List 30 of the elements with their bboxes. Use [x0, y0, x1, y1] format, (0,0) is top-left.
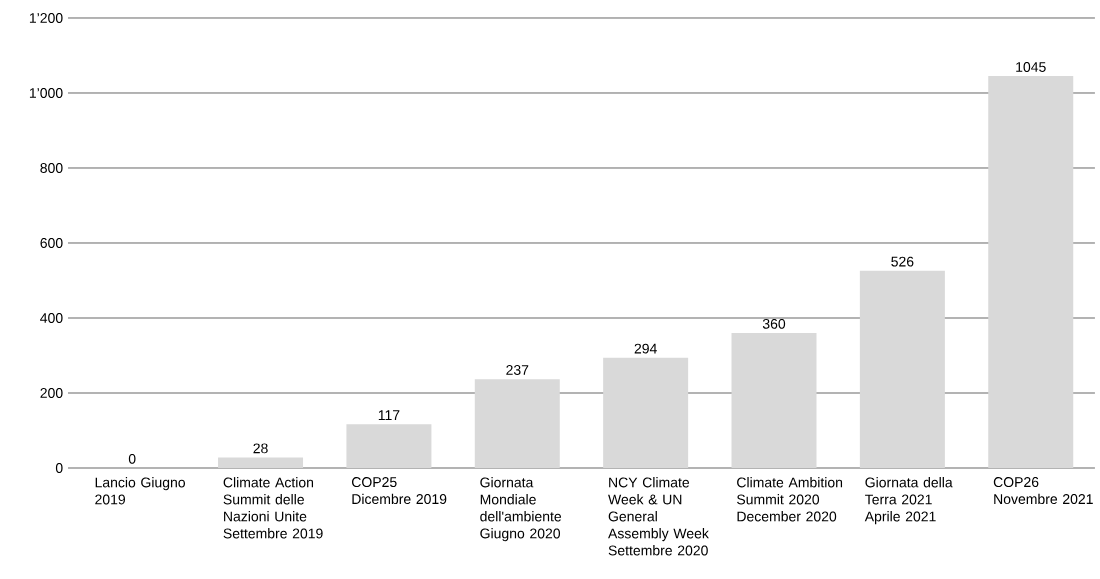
- bar: [346, 424, 432, 468]
- x-tick-label: COP26 Novembre 2021: [993, 477, 1093, 505]
- bar: [731, 333, 817, 468]
- x-tick-label: Climate Ambition Summit 2020 December 2020: [737, 477, 843, 522]
- x-tick-label: Lancio Giugno 2019: [95, 477, 186, 505]
- data-label: 526: [891, 256, 914, 267]
- x-tick-label: Climate Action Summit delle Nazioni Unite Settembre 2019: [223, 477, 323, 539]
- bar: [988, 76, 1074, 468]
- y-tick-label: 1’200: [29, 13, 63, 23]
- x-tick-label: NCY Climate Week & UN General Assembly Week Settembre 2020: [608, 477, 709, 556]
- bar: [218, 457, 304, 468]
- data-label: 237: [506, 365, 529, 375]
- data-label: 0: [128, 453, 136, 464]
- x-tick-label: COP25 Dicembre 2019: [352, 477, 447, 505]
- data-label: 360: [762, 318, 786, 329]
- x-tick-label: Giornata della Terra 2021 Aprile 2021: [864, 477, 953, 525]
- y-tick-label: 600: [40, 238, 63, 248]
- data-label: 1045: [1016, 62, 1046, 72]
- y-tick-label: 1’000: [29, 88, 63, 98]
- bar: [603, 357, 689, 468]
- data-label: 28: [253, 443, 268, 454]
- y-tick-label: 0: [55, 463, 63, 473]
- data-label: 294: [634, 343, 657, 354]
- data-label: 117: [378, 410, 400, 420]
- y-tick-label: 200: [40, 388, 63, 398]
- x-tick-label: Giornata Mondiale dell'ambiente Giugno 2020: [480, 477, 562, 542]
- bar: [474, 379, 560, 468]
- y-tick-label: 400: [40, 313, 63, 323]
- bar: [859, 270, 945, 468]
- y-tick-label: 800: [40, 163, 63, 173]
